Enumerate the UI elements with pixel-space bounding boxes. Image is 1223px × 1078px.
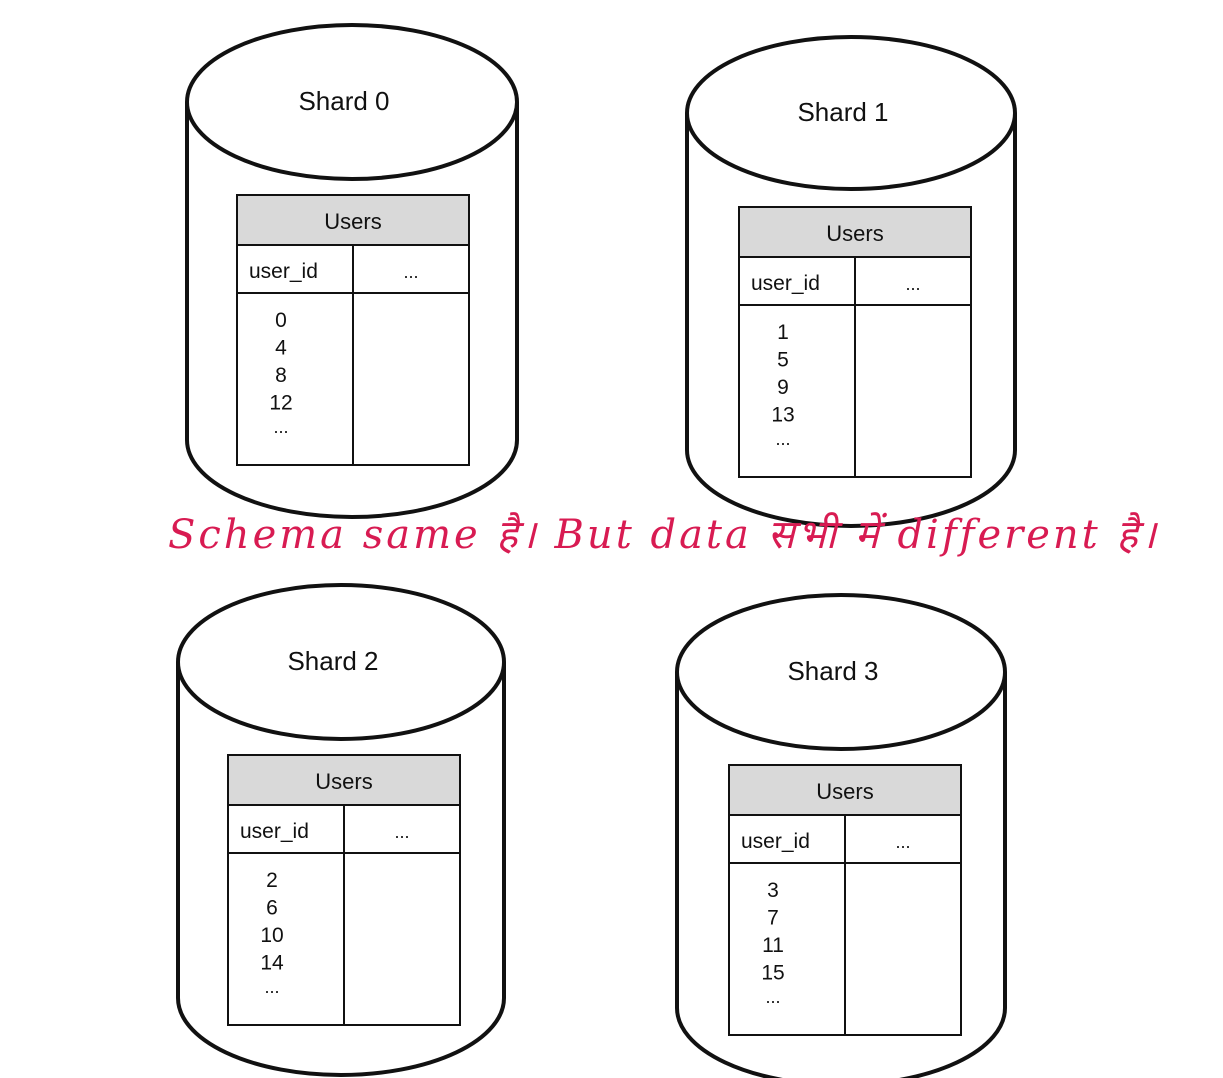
shard-title: Shard 1 [797,97,888,127]
user-id-value: 15 [761,962,784,985]
user-id-value: 4 [275,337,287,360]
shard-2-cylinder: Shard 2 Users user_id ... 2 6 10 14... [176,583,506,1077]
user-id-value: 5 [777,349,789,372]
column-header-more: ... [394,822,409,842]
user-id-value: 12 [269,392,292,415]
user-id-value: 6 [266,897,278,920]
cylinder-top [185,23,519,181]
user-id-value: ... [775,429,790,449]
column-header-more: ... [403,262,418,282]
users-table: Users user_id ... 3 7 11 15... [728,764,962,1036]
user-id-value: 13 [771,404,794,427]
handwritten-annotation: Schema same है। But data सभी में differe… [168,512,1159,558]
user-id-value: 0 [275,309,287,332]
table-name: Users [315,769,372,794]
column-header-user-id: user_id [751,272,820,295]
shard-title: Shard 0 [298,86,389,116]
cylinder-top [675,593,1007,751]
shard-3-cylinder: Shard 3 Users user_id ... 3 7 11 15... [675,593,1007,1078]
shard-title: Shard 2 [287,646,378,676]
user-id-value: 7 [767,907,779,930]
column-header-more: ... [905,274,920,294]
user-id-value: 1 [777,321,789,344]
users-table: Users user_id ... 1 5 9 13... [738,206,972,478]
cylinder-top [685,35,1017,191]
user-id-value: 14 [260,952,284,975]
shard-title: Shard 3 [787,656,878,686]
user-id-value: 10 [260,924,283,947]
user-id-value: ... [765,987,780,1007]
column-header-user-id: user_id [249,260,318,283]
table-name: Users [324,209,381,234]
shard-1-cylinder: Shard 1 Users user_id ... 1 5 9 13... [685,35,1017,528]
column-header-user-id: user_id [741,830,810,853]
shard-0-cylinder: Shard 0 Users user_id ... 0 4 8 12... [185,23,519,519]
table-name: Users [826,221,883,246]
users-table: Users user_id ... 0 4 8 12... [236,194,470,466]
cylinder-top [176,583,506,741]
user-id-value: 11 [762,934,784,957]
column-header-more: ... [895,832,910,852]
user-id-value: ... [273,417,288,437]
table-name: Users [816,779,873,804]
user-id-value: 2 [266,869,278,892]
user-id-value: 9 [777,376,789,399]
user-id-value: 3 [767,879,779,902]
column-header-user-id: user_id [240,820,309,843]
user-id-value: ... [264,977,279,997]
user-id-value: 8 [275,364,287,387]
users-table: Users user_id ... 2 6 10 14... [227,754,461,1026]
